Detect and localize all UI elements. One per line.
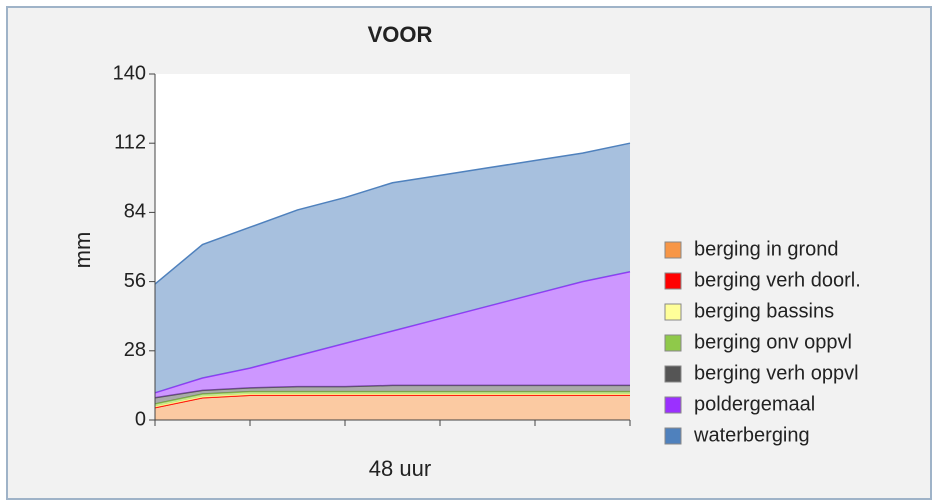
y-tick-label: 0: [135, 408, 146, 430]
area: [155, 271, 630, 398]
y-tick-label: 112: [114, 131, 146, 153]
legend-swatch: [664, 272, 682, 290]
legend-swatch: [664, 241, 682, 259]
x-axis-label: 48 uur: [369, 456, 431, 481]
legend-swatch: [664, 396, 682, 414]
area: [155, 385, 630, 404]
legend-label: berging verh doorl.: [694, 269, 861, 291]
legend-swatch: [664, 365, 682, 383]
y-tick-label: 56: [124, 270, 146, 292]
legend-swatch: [664, 334, 682, 352]
area-edge: [154, 142, 631, 285]
legend-swatch: [664, 427, 682, 445]
y-tick-label: 28: [124, 339, 146, 361]
area: [155, 395, 630, 420]
y-axis-label: mm: [70, 232, 95, 269]
legend-label: berging bassins: [694, 300, 834, 322]
legend-swatch: [664, 303, 682, 321]
legend-label: berging in grond: [694, 238, 839, 260]
legend-label: berging verh oppvl: [694, 362, 859, 384]
legend-label: waterberging: [693, 424, 810, 446]
legend-label: berging onv oppvl: [694, 331, 852, 353]
legend-label: poldergemaal: [694, 393, 815, 415]
area: [155, 391, 630, 407]
chart-title: VOOR: [368, 22, 433, 47]
y-tick-label: 84: [124, 201, 146, 223]
area: [155, 143, 630, 393]
y-tick-label: 140: [113, 62, 146, 84]
